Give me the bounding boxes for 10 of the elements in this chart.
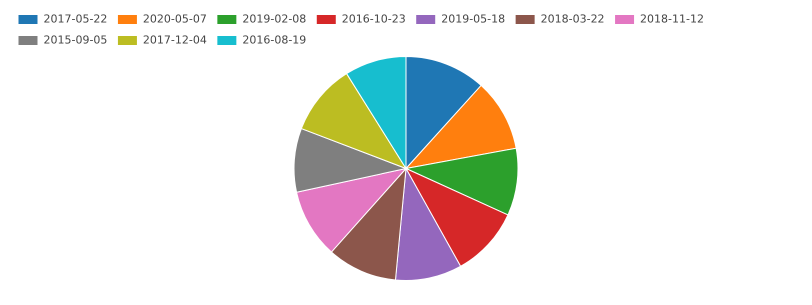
legend-label: 2017-12-04 xyxy=(142,33,207,46)
legend-label: 2018-03-22 xyxy=(540,12,605,26)
legend-label: 2019-05-18 xyxy=(441,12,506,26)
legend-label: 2016-08-19 xyxy=(242,33,306,46)
legend-label: 2016-10-23 xyxy=(342,12,406,26)
legend-label: 2020-05-07 xyxy=(142,12,207,26)
legend-label: 2015-09-05 xyxy=(44,33,108,46)
legend-label: 2018-11-12 xyxy=(640,12,704,26)
legend-label: 2019-02-08 xyxy=(242,12,306,26)
legend-label: 2017-05-22 xyxy=(44,12,108,26)
